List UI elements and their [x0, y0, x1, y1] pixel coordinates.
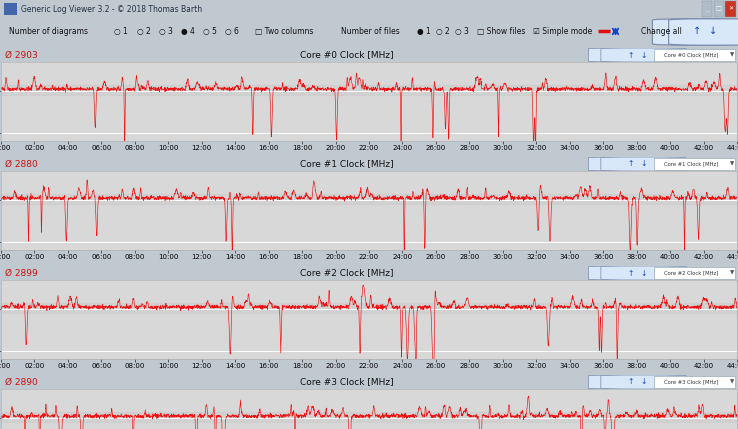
Text: Change all: Change all — [641, 27, 681, 36]
Text: Core #2 Clock [MHz]: Core #2 Clock [MHz] — [664, 271, 719, 275]
FancyBboxPatch shape — [601, 48, 686, 62]
Text: Generic Log Viewer 3.2 - © 2018 Thomas Barth: Generic Log Viewer 3.2 - © 2018 Thomas B… — [21, 4, 201, 13]
FancyBboxPatch shape — [654, 158, 735, 170]
FancyBboxPatch shape — [669, 19, 738, 45]
FancyBboxPatch shape — [654, 376, 735, 388]
Text: Core #1 Clock [MHz]: Core #1 Clock [MHz] — [664, 161, 719, 166]
Text: ▼: ▼ — [731, 161, 735, 166]
Text: ○ 1: ○ 1 — [114, 27, 128, 36]
FancyBboxPatch shape — [588, 266, 674, 280]
FancyBboxPatch shape — [588, 375, 674, 389]
Text: □ Show files: □ Show files — [477, 27, 525, 36]
Text: ↑: ↑ — [628, 269, 634, 278]
FancyBboxPatch shape — [654, 267, 735, 279]
Text: ↓: ↓ — [641, 378, 646, 387]
Text: Ø 2899: Ø 2899 — [4, 269, 38, 278]
Text: Core #3 Clock [MHz]: Core #3 Clock [MHz] — [664, 380, 719, 384]
Text: ↓: ↓ — [708, 27, 717, 36]
Text: ▼: ▼ — [731, 52, 735, 57]
FancyBboxPatch shape — [601, 375, 686, 389]
FancyBboxPatch shape — [601, 157, 686, 171]
Text: ○ 5: ○ 5 — [203, 27, 217, 36]
Text: Core #0 Clock [MHz]: Core #0 Clock [MHz] — [664, 52, 719, 57]
Text: ↑: ↑ — [628, 51, 634, 60]
Text: Ø 2880: Ø 2880 — [4, 160, 38, 169]
Text: Number of files: Number of files — [341, 27, 400, 36]
Text: □: □ — [716, 6, 722, 12]
Text: ▼: ▼ — [731, 271, 735, 275]
Text: ↑: ↑ — [628, 378, 634, 387]
FancyBboxPatch shape — [702, 1, 712, 17]
Text: _: _ — [706, 6, 708, 12]
Text: ↓: ↓ — [641, 269, 646, 278]
Text: Number of diagrams: Number of diagrams — [9, 27, 88, 36]
Text: Core #0 Clock [MHz]: Core #0 Clock [MHz] — [300, 51, 394, 60]
Text: Ø 2890: Ø 2890 — [4, 378, 38, 387]
Text: ↑: ↑ — [692, 27, 701, 36]
FancyBboxPatch shape — [588, 157, 674, 171]
Bar — [1, 303, 737, 313]
Text: Core #3 Clock [MHz]: Core #3 Clock [MHz] — [300, 378, 394, 387]
Text: ↓: ↓ — [641, 51, 646, 60]
Bar — [1, 194, 737, 204]
Bar — [1, 412, 737, 422]
FancyBboxPatch shape — [601, 266, 686, 280]
Text: ↓: ↓ — [641, 160, 646, 169]
Text: ↑: ↑ — [628, 160, 634, 169]
FancyBboxPatch shape — [654, 49, 735, 61]
Text: ○ 2: ○ 2 — [137, 27, 151, 36]
Text: ○ 6: ○ 6 — [225, 27, 239, 36]
FancyBboxPatch shape — [714, 1, 724, 17]
Text: Core #2 Clock [MHz]: Core #2 Clock [MHz] — [300, 269, 393, 278]
FancyBboxPatch shape — [588, 48, 674, 62]
Text: □ Two columns: □ Two columns — [255, 27, 313, 36]
Text: ○ 3: ○ 3 — [159, 27, 173, 36]
Text: Ø 2903: Ø 2903 — [4, 51, 38, 60]
Text: ○ 3: ○ 3 — [455, 27, 469, 36]
Bar — [4, 3, 17, 15]
FancyBboxPatch shape — [652, 19, 738, 45]
Text: ▼: ▼ — [731, 380, 735, 384]
Text: ● 1: ● 1 — [417, 27, 431, 36]
Text: ● 4: ● 4 — [181, 27, 195, 36]
Text: ☑ Simple mode: ☑ Simple mode — [533, 27, 592, 36]
Text: ○ 2: ○ 2 — [436, 27, 450, 36]
FancyBboxPatch shape — [725, 1, 736, 17]
Bar — [1, 85, 737, 95]
Text: Core #1 Clock [MHz]: Core #1 Clock [MHz] — [300, 160, 394, 169]
Text: ✕: ✕ — [728, 6, 734, 12]
